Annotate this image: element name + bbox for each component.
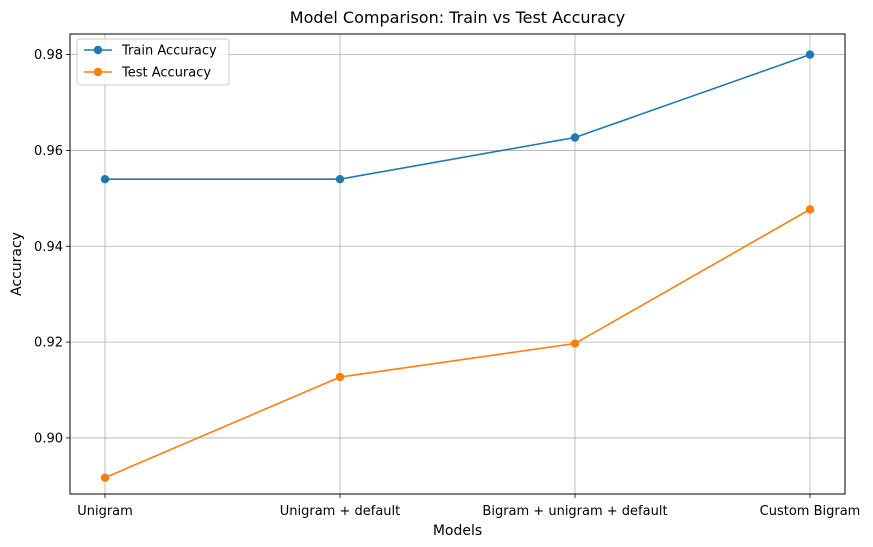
legend-marker-0 xyxy=(93,45,103,55)
data-point xyxy=(100,174,110,184)
y-tick-label: 0.94 xyxy=(34,240,63,255)
x-tick-label: Unigram + default xyxy=(280,504,401,519)
x-tick-label: Unigram xyxy=(77,504,133,519)
legend-label-0: Train Accuracy xyxy=(121,44,217,59)
legend-label-1: Test Accuracy xyxy=(121,66,211,81)
y-axis-label: Accuracy xyxy=(9,232,25,296)
data-point xyxy=(100,473,110,482)
y-tick-label: 0.90 xyxy=(34,431,63,446)
legend-entries: Train Accuracy Test Accuracy xyxy=(84,44,217,81)
y-tick-label: 0.98 xyxy=(34,48,63,63)
grid-lines xyxy=(70,34,845,494)
x-axis-ticks: Unigram Unigram + default Bigram + unigram… xyxy=(77,494,860,519)
series-lines xyxy=(100,50,815,482)
x-axis-label: Models xyxy=(433,523,482,539)
data-point xyxy=(805,205,815,214)
data-point xyxy=(335,372,345,382)
x-tick-label: Bigram + unigram + default xyxy=(482,504,667,519)
y-tick-label: 0.92 xyxy=(34,336,63,351)
chart-title: Model Comparison: Train vs Test Accuracy xyxy=(290,8,625,27)
legend-marker-1 xyxy=(93,67,103,77)
plot-area-frame xyxy=(69,33,846,495)
legend: Train Accuracy Test Accuracy xyxy=(76,38,230,86)
data-point xyxy=(805,50,815,59)
x-tick-label: Custom Bigram xyxy=(760,504,861,519)
data-point xyxy=(335,174,345,184)
y-tick-label: 0.96 xyxy=(34,144,63,159)
y-axis-ticks: 0.90 0.92 0.94 0.96 0.98 xyxy=(34,48,70,446)
series-line-0 xyxy=(105,53,811,180)
legend-frame xyxy=(76,38,230,86)
data-point xyxy=(570,339,580,348)
data-point xyxy=(570,133,580,142)
series-line-1 xyxy=(104,208,811,479)
